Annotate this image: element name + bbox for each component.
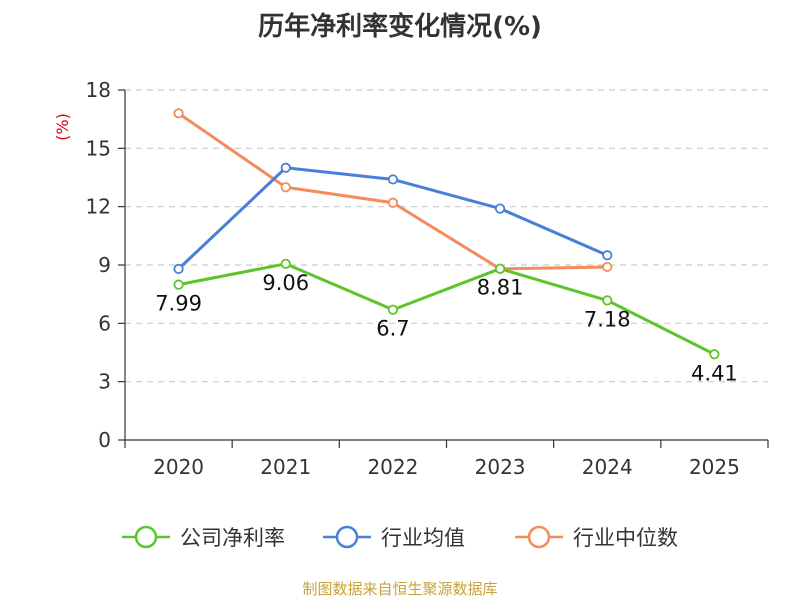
data-point <box>709 349 720 360</box>
source-note: 制图数据来自恒生聚源数据库 <box>302 580 498 598</box>
data-point <box>173 263 184 274</box>
data-label: 9.06 <box>262 271 309 295</box>
data-point <box>173 108 184 119</box>
data-point <box>602 250 613 261</box>
series-2 <box>173 162 613 274</box>
data-point <box>494 203 506 214</box>
y-tick-label: 6 <box>98 311 111 335</box>
data-point <box>173 279 184 290</box>
x-tick-label: 2023 <box>475 455 526 479</box>
y-axis-unit: (%) <box>53 113 72 141</box>
legend: 公司净利率 行业均值 行业中位数 <box>122 525 678 550</box>
data-label: 7.99 <box>155 292 202 316</box>
y-tick-label: 0 <box>98 428 111 452</box>
data-label: 8.81 <box>477 276 524 300</box>
data-point <box>280 182 291 193</box>
y-tick-label: 15 <box>86 136 111 160</box>
y-tick-label: 9 <box>98 253 111 277</box>
data-point <box>280 258 291 269</box>
legend-label: 行业均值 <box>381 526 465 550</box>
x-tick-label: 2024 <box>582 455 633 479</box>
data-point <box>494 263 506 274</box>
data-label: 4.41 <box>691 361 738 385</box>
y-tick-label: 12 <box>86 195 111 219</box>
legend-marker <box>527 525 551 549</box>
y-tick-label: 18 <box>86 78 111 102</box>
y-tick-label: 3 <box>98 370 111 394</box>
data-point <box>602 261 613 273</box>
x-tick-label: 2020 <box>153 455 204 479</box>
series-line <box>178 262 716 356</box>
data-point <box>387 197 399 208</box>
legend-item-1: 公司净利率 <box>122 525 285 550</box>
chart-title: 历年净利率变化情况(%) <box>258 12 542 42</box>
grid-lines <box>125 89 768 383</box>
data-label: 7.18 <box>584 307 631 331</box>
x-tick-label: 2025 <box>689 455 740 479</box>
legend-marker <box>335 525 359 549</box>
axes: 0 3 6 9 12 15 18 2020 2021 2022 2023 2024 2025 <box>86 78 769 479</box>
series-3 <box>173 108 613 274</box>
x-tick-label: 2021 <box>260 455 311 479</box>
data-label: 6.7 <box>376 317 409 341</box>
x-tick-label: 2022 <box>367 455 418 479</box>
series-lines <box>173 108 720 360</box>
data-point <box>602 295 613 306</box>
series-line <box>177 112 608 271</box>
legend-marker <box>134 525 158 549</box>
series-1 <box>173 258 720 360</box>
legend-item-2: 行业均值 <box>323 525 465 550</box>
data-point <box>387 304 399 315</box>
data-labels: 7.99 9.06 6.7 8.81 7.18 4.41 <box>155 271 738 385</box>
legend-label: 行业中位数 <box>573 526 678 550</box>
legend-label: 公司净利率 <box>180 526 285 550</box>
data-point <box>280 162 291 173</box>
data-point <box>387 174 399 185</box>
legend-item-3: 行业中位数 <box>515 525 678 550</box>
